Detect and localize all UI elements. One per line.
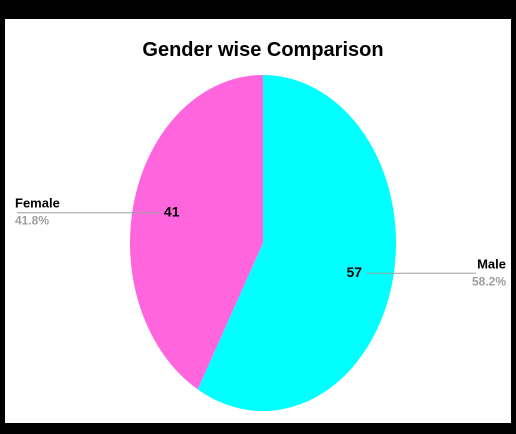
pie-slice-female [129, 74, 263, 390]
pie-chart: Gender wise Comparison 57 Male 58.2% 41 Fema… [15, 39, 506, 411]
chart-panel: Gender wise Comparison 57 Male 58.2% 41 Fema… [5, 19, 511, 423]
data-label-male: 57 [347, 264, 363, 280]
pie-labels: 57 Male 58.2% 41 Female 41.8% [15, 196, 506, 289]
pie-slice-male [197, 75, 396, 411]
chart-title: Gender wise Comparison [142, 39, 383, 61]
legend-percent-female: 41.8% [15, 214, 49, 228]
pie-slices [129, 74, 396, 411]
leader-lines [17, 212, 476, 274]
legend-name-male: Male [477, 256, 506, 271]
legend-name-female: Female [15, 196, 60, 211]
legend-percent-male: 58.2% [472, 274, 506, 288]
data-label-female: 41 [164, 203, 180, 219]
